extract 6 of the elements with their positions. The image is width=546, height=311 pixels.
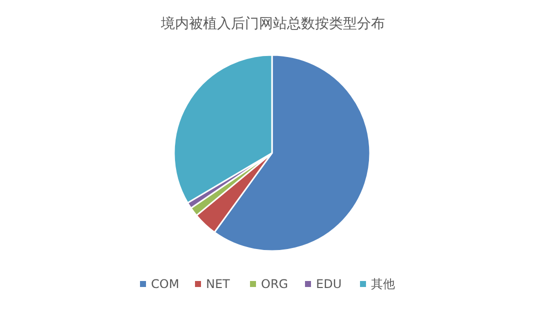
legend-label: ORG — [261, 277, 288, 291]
legend-label: NET — [206, 277, 231, 291]
legend-label: 其他 — [371, 277, 395, 291]
legend-label: COM — [151, 277, 180, 291]
legend-label: EDU — [316, 277, 342, 291]
title: 境内被植入后门网站总数按类型分布 — [161, 16, 385, 32]
